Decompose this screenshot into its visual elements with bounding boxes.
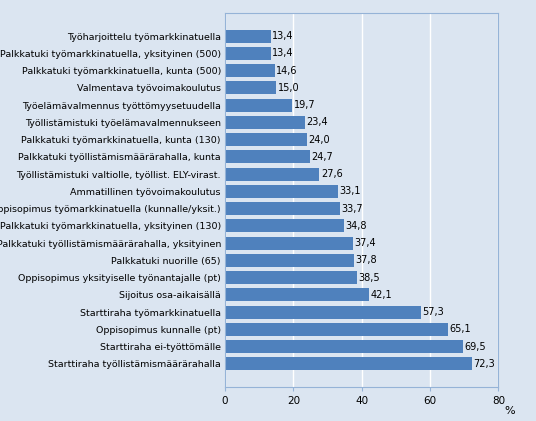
Text: 27,6: 27,6 xyxy=(321,169,343,179)
X-axis label: %: % xyxy=(504,406,515,416)
Text: 19,7: 19,7 xyxy=(294,100,315,110)
Bar xyxy=(225,116,305,129)
Bar xyxy=(225,288,369,301)
Text: 65,1: 65,1 xyxy=(449,324,471,334)
Bar xyxy=(225,64,275,77)
Bar xyxy=(225,219,344,232)
Text: 13,4: 13,4 xyxy=(272,31,294,41)
Text: 15,0: 15,0 xyxy=(278,83,300,93)
Text: 13,4: 13,4 xyxy=(272,48,294,59)
Text: 57,3: 57,3 xyxy=(422,307,444,317)
Text: 42,1: 42,1 xyxy=(370,290,392,300)
Bar xyxy=(225,323,448,336)
Text: 38,5: 38,5 xyxy=(358,272,379,282)
Bar xyxy=(225,133,307,146)
Bar xyxy=(225,271,356,284)
Text: 72,3: 72,3 xyxy=(473,359,495,369)
Bar xyxy=(225,150,309,163)
Text: 69,5: 69,5 xyxy=(464,341,486,352)
Text: 37,8: 37,8 xyxy=(356,256,377,265)
Bar xyxy=(225,99,293,112)
Bar xyxy=(225,168,319,181)
Text: 33,7: 33,7 xyxy=(341,204,363,213)
Bar xyxy=(225,29,271,43)
Bar xyxy=(225,237,353,250)
Bar xyxy=(225,81,277,94)
Text: 33,1: 33,1 xyxy=(340,187,361,196)
Text: 23,4: 23,4 xyxy=(307,117,328,128)
Text: 37,4: 37,4 xyxy=(354,238,376,248)
Bar xyxy=(225,340,463,353)
Bar xyxy=(225,202,340,215)
Text: 14,6: 14,6 xyxy=(277,66,298,76)
Bar xyxy=(225,47,271,60)
Bar xyxy=(225,357,472,370)
Bar xyxy=(225,254,354,267)
Text: 24,7: 24,7 xyxy=(311,152,333,162)
Text: 24,0: 24,0 xyxy=(309,135,330,144)
Text: 34,8: 34,8 xyxy=(345,221,367,231)
Bar xyxy=(225,306,421,319)
Bar xyxy=(225,185,338,198)
